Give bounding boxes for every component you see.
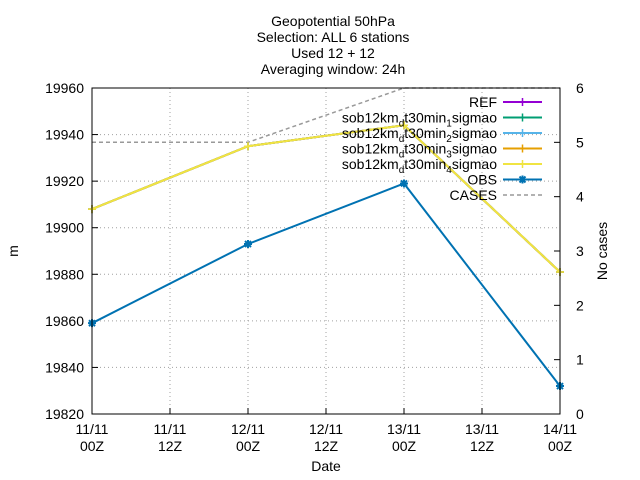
- x-tick-label-hour: 12Z: [158, 438, 183, 454]
- y2-tick-label: 6: [576, 80, 584, 96]
- y-tick-label: 19860: [45, 313, 84, 329]
- y-tick-label: 19960: [45, 80, 84, 96]
- data-point: [518, 144, 527, 153]
- y-tick-label: 19920: [45, 173, 84, 189]
- data-point: [518, 98, 527, 106]
- plot-frame: [91, 87, 561, 415]
- y2-tick-label: 0: [576, 406, 584, 422]
- data-point: [244, 142, 252, 151]
- x-tick-label-hour: 00Z: [392, 438, 417, 454]
- title-line: Selection: ALL 6 stations: [257, 29, 410, 45]
- data-point-core: [520, 177, 525, 182]
- x-tick-label-hour: 00Z: [548, 438, 573, 454]
- title-line: Geopotential 50hPa: [271, 13, 395, 29]
- legend-label: sob12kmdt30min2sigmao: [342, 125, 497, 145]
- series-line: [91, 124, 561, 273]
- y2-axis-label: No cases: [594, 222, 610, 280]
- x-tick-label-hour: 00Z: [236, 438, 261, 454]
- y-tick-label: 19900: [45, 220, 84, 236]
- x-tick-label-date: 14/11: [543, 421, 577, 437]
- y2-tick-label: 2: [576, 297, 584, 313]
- x-tick-label-hour: 12Z: [470, 438, 495, 454]
- series-line: [91, 182, 561, 387]
- legend-label: sob12kmdt30min4sigmao: [342, 156, 497, 176]
- x-tick-label-date: 11/11: [154, 421, 187, 437]
- x-tick-label-date: 12/11: [231, 421, 265, 437]
- data-point: [518, 129, 527, 137]
- y2-tick-label: 5: [576, 134, 584, 150]
- x-tick-label-date: 13/11: [387, 421, 421, 437]
- y-tick-label: 19880: [45, 266, 84, 282]
- legend: REFsob12kmdt30min1sigmaosob12kmdt30min2s…: [342, 94, 542, 203]
- x-axis-ticks: 11/1100Z11/1112Z12/1100Z12/1112Z13/1100Z…: [76, 408, 577, 454]
- legend-label: CASES: [450, 187, 497, 203]
- x-tick-label-date: 11/11: [76, 421, 109, 437]
- y-tick-label: 19820: [45, 406, 84, 422]
- legend-label: sob12kmdt30min1sigmao: [342, 110, 497, 130]
- title-line: Averaging window: 24h: [261, 61, 406, 77]
- y2-tick-label: 4: [576, 189, 584, 205]
- y-tick-label: 19840: [45, 359, 84, 375]
- y2-axis-ticks: 0 1 2 3 4 5 6: [554, 80, 584, 422]
- legend-label: sob12kmdt30min3sigmao: [342, 141, 497, 161]
- data-point: [518, 160, 527, 168]
- y-axis-ticks: 19820 19840 19860 19880 19900 19920 19940 19960: [45, 80, 98, 422]
- data-point-core: [245, 241, 251, 247]
- y2-tick-label: 3: [576, 243, 584, 259]
- data-point: [518, 113, 527, 122]
- x-tick-label-date: 13/11: [465, 421, 499, 437]
- legend-label: REF: [469, 94, 497, 110]
- title-line: Used 12 + 12: [291, 45, 375, 61]
- legend-label: OBS: [467, 172, 497, 188]
- x-axis-label: Date: [311, 458, 341, 474]
- y-tick-label: 19940: [45, 127, 84, 143]
- y-axis-label: m: [5, 245, 21, 257]
- data-point-core: [401, 180, 407, 186]
- y2-tick-label: 1: [576, 352, 584, 368]
- data-point: [400, 121, 408, 130]
- x-tick-label-hour: 00Z: [80, 438, 105, 454]
- x-tick-label-date: 12/11: [309, 421, 343, 437]
- x-tick-label-hour: 12Z: [314, 438, 339, 454]
